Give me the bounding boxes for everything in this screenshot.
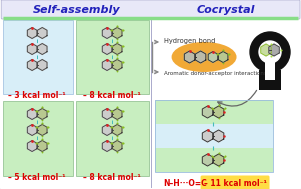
Polygon shape: [202, 154, 213, 166]
Polygon shape: [113, 60, 122, 70]
Polygon shape: [113, 125, 122, 136]
FancyBboxPatch shape: [76, 101, 149, 176]
Text: Hydrogen bond: Hydrogen bond: [164, 38, 216, 44]
Text: Aromatic donor-acceptor interactions: Aromatic donor-acceptor interactions: [164, 70, 267, 75]
Text: – 8 kcal mol⁻¹: – 8 kcal mol⁻¹: [83, 91, 141, 99]
Polygon shape: [213, 130, 224, 142]
Polygon shape: [38, 28, 47, 39]
Polygon shape: [102, 60, 112, 70]
Circle shape: [259, 41, 281, 63]
Polygon shape: [102, 108, 112, 119]
Circle shape: [250, 32, 290, 72]
FancyBboxPatch shape: [3, 20, 73, 94]
Polygon shape: [195, 51, 206, 63]
Polygon shape: [27, 43, 37, 54]
FancyBboxPatch shape: [259, 70, 281, 90]
Polygon shape: [269, 44, 279, 56]
Polygon shape: [27, 108, 37, 119]
Polygon shape: [102, 43, 112, 54]
Text: N–H···O=C: N–H···O=C: [163, 178, 207, 187]
Polygon shape: [38, 125, 47, 136]
Polygon shape: [27, 140, 37, 152]
Polygon shape: [38, 140, 47, 152]
FancyBboxPatch shape: [200, 176, 269, 189]
Polygon shape: [184, 51, 195, 63]
Polygon shape: [202, 106, 213, 118]
Text: Cocrystal: Cocrystal: [197, 5, 255, 15]
Text: – 3 kcal mol⁻¹: – 3 kcal mol⁻¹: [8, 91, 66, 99]
Polygon shape: [113, 140, 122, 152]
Polygon shape: [113, 28, 122, 39]
FancyBboxPatch shape: [3, 101, 73, 176]
Polygon shape: [38, 43, 47, 54]
Polygon shape: [38, 108, 47, 119]
Polygon shape: [27, 60, 37, 70]
Polygon shape: [102, 28, 112, 39]
Polygon shape: [27, 125, 37, 136]
Polygon shape: [102, 125, 112, 136]
Polygon shape: [27, 28, 37, 39]
Polygon shape: [202, 130, 213, 142]
FancyBboxPatch shape: [155, 100, 273, 124]
FancyBboxPatch shape: [265, 62, 275, 80]
Polygon shape: [213, 154, 224, 166]
FancyBboxPatch shape: [155, 124, 273, 148]
Text: – 5 kcal mol⁻¹: – 5 kcal mol⁻¹: [8, 174, 66, 183]
FancyBboxPatch shape: [1, 0, 300, 19]
Text: Self-assembly: Self-assembly: [32, 5, 120, 15]
Polygon shape: [213, 106, 224, 118]
Polygon shape: [38, 60, 47, 70]
Polygon shape: [102, 140, 112, 152]
FancyBboxPatch shape: [76, 20, 149, 94]
Polygon shape: [261, 44, 271, 56]
Polygon shape: [219, 51, 228, 63]
Ellipse shape: [172, 42, 237, 72]
Polygon shape: [113, 43, 122, 54]
Polygon shape: [208, 51, 218, 63]
Text: – 8 kcal mol⁻¹: – 8 kcal mol⁻¹: [83, 174, 141, 183]
Polygon shape: [113, 108, 122, 119]
FancyBboxPatch shape: [155, 148, 273, 172]
Text: – 11 kcal mol⁻¹: – 11 kcal mol⁻¹: [203, 178, 267, 187]
